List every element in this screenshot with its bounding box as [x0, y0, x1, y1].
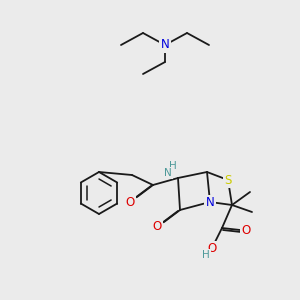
Text: H: H [169, 161, 177, 171]
Text: O: O [242, 224, 250, 236]
Text: O: O [125, 196, 135, 208]
Text: S: S [224, 173, 232, 187]
Text: N: N [164, 168, 172, 178]
Text: O: O [207, 242, 217, 256]
Text: N: N [160, 38, 169, 52]
Text: N: N [206, 196, 214, 209]
Text: O: O [152, 220, 162, 233]
Text: H: H [202, 250, 210, 260]
